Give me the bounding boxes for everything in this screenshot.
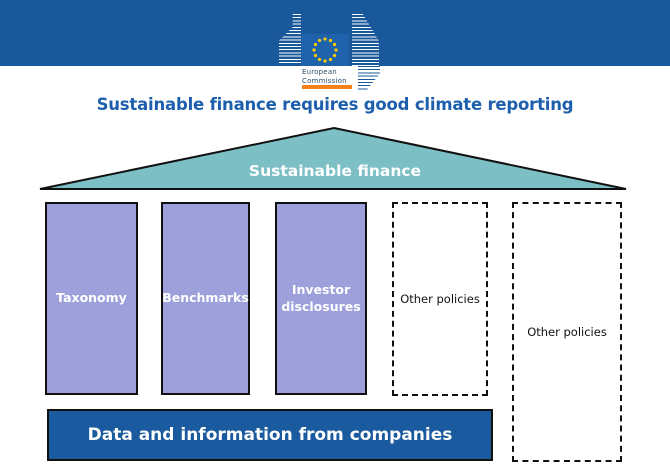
orange-underline xyxy=(302,85,352,89)
foundation-bar: Data and information from companies xyxy=(47,409,493,461)
pillar-benchmarks: Benchmarks xyxy=(161,202,250,395)
pillar-taxonomy-label: Taxonomy xyxy=(56,290,127,306)
commission-wordmark-line1: European xyxy=(302,68,337,76)
eu-flag-icon xyxy=(301,34,349,66)
roof-label: Sustainable finance xyxy=(248,162,422,180)
pillar-other-policies-1-label: Other policies xyxy=(400,291,480,306)
eu-stars-icon xyxy=(312,37,338,63)
pillar-taxonomy: Taxonomy xyxy=(45,202,138,395)
pillar-investor-disclosures: Investor disclosures xyxy=(275,202,367,395)
commission-wordmark-line2: Commission xyxy=(302,76,347,85)
roof-triangle xyxy=(39,126,627,190)
foundation-label: Data and information from companies xyxy=(87,425,453,445)
commission-wordmark: European Commission xyxy=(302,68,372,85)
pillar-investor-disclosures-label: Investor disclosures xyxy=(281,281,361,314)
pillar-other-policies-2: Other policies xyxy=(512,202,622,462)
page-title: Sustainable finance requires good climat… xyxy=(96,95,574,114)
pillar-other-policies-1: Other policies xyxy=(392,202,488,396)
pillar-other-policies-2-label: Other policies xyxy=(527,324,607,339)
pillar-benchmarks-label: Benchmarks xyxy=(162,290,249,306)
